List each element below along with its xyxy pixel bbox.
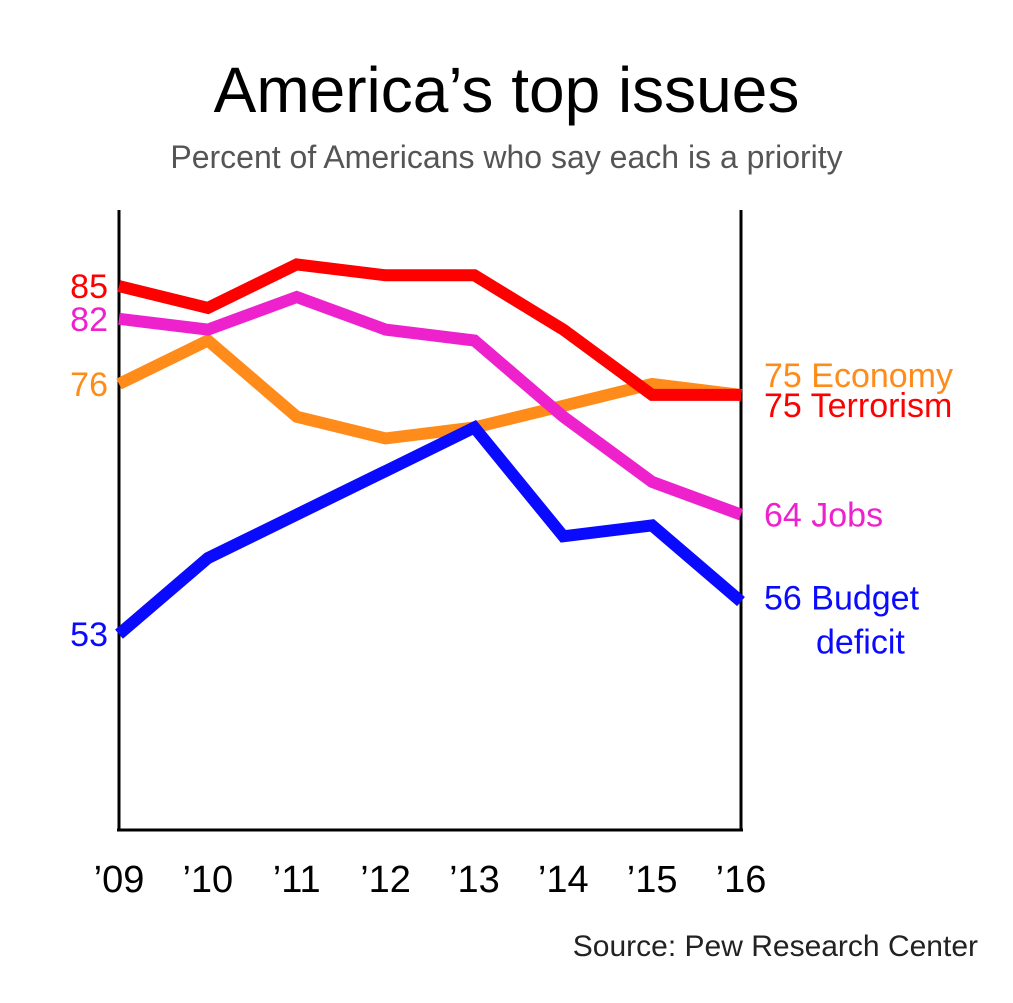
x-tick-label: ’15	[627, 859, 678, 901]
series-line-jobs	[118, 290, 744, 521]
x-axis-ticks: ’09 ’10 ’11 ’12 ’13 ’14 ’15 ’16	[94, 859, 767, 901]
x-tick-label: ’13	[449, 859, 500, 901]
x-tick-label: ’14	[538, 859, 589, 901]
x-tick-label: ’11	[273, 859, 321, 901]
chart-title: America’s top issues	[213, 54, 800, 126]
start-label-terrorism: 85	[70, 268, 108, 306]
x-tick-label: ’09	[94, 859, 145, 901]
series-lines	[115, 258, 745, 639]
chart-source: Source: Pew Research Center	[572, 930, 978, 963]
chart-subtitle: Percent of Americans who say each is a p…	[170, 139, 843, 175]
end-label-jobs: 64 Jobs	[764, 497, 883, 535]
series-line-budget-deficit	[115, 420, 745, 639]
start-label-jobs: 82	[70, 301, 108, 339]
start-label-budget-deficit: 53	[70, 616, 108, 654]
x-tick-label: ’16	[716, 859, 767, 901]
x-tick-label: ’10	[182, 859, 233, 901]
end-labels: 75 Terrorism 64 Jobs 75 Economy 56 Budget de…	[764, 357, 953, 662]
x-tick-label: ’12	[360, 859, 411, 901]
series-line-terrorism	[117, 258, 741, 401]
end-label-economy: 75 Economy	[764, 357, 953, 395]
end-label-terrorism: 75 Terrorism	[764, 387, 952, 425]
end-label-budget-deficit: 56 Budget	[764, 580, 920, 618]
start-label-economy: 76	[70, 366, 108, 404]
end-label-budget-deficit: deficit	[816, 624, 905, 662]
